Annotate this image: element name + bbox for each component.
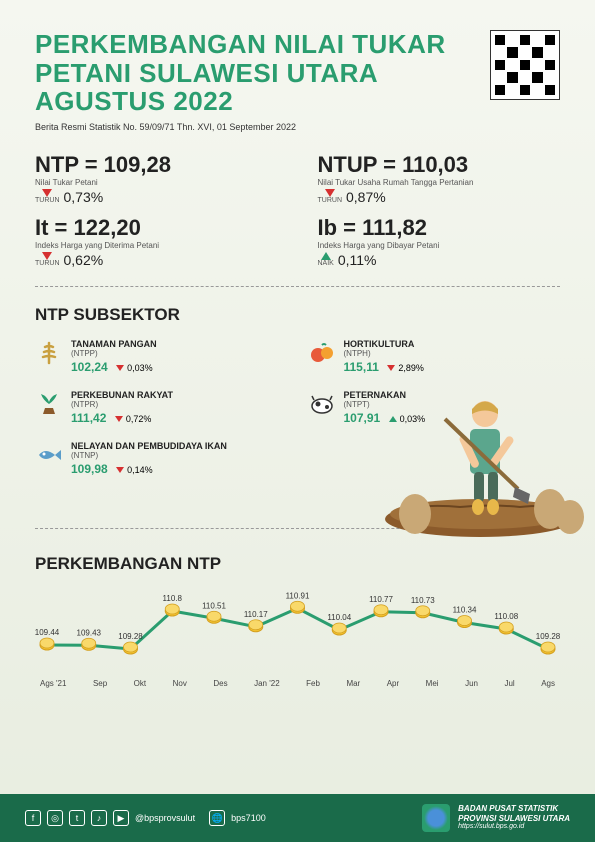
stat-value: NTP = 109,28 — [35, 152, 278, 178]
change-value: 0,62% — [64, 252, 104, 268]
footer: f ◎ t ♪ ▶ @bpsprovsulut 🌐 bps7100 BADAN … — [0, 794, 595, 842]
stat-desc: Indeks Harga yang Dibayar Petani — [318, 241, 561, 250]
instagram-icon: ◎ — [47, 810, 63, 826]
sub-change: 0,03% — [127, 363, 153, 373]
facebook-icon: f — [25, 810, 41, 826]
svg-text:110.77: 110.77 — [369, 595, 393, 604]
arrow-down-icon — [115, 416, 123, 422]
chart-x-label: Mei — [426, 679, 439, 688]
chart-x-label: Sep — [93, 679, 107, 688]
sub-code: (NTPR) — [71, 400, 173, 409]
stat-block: NTP = 109,28 Nilai Tukar Petani TURUN 0,… — [35, 152, 278, 205]
sub-name: TANAMAN PANGAN — [71, 339, 157, 349]
chart-x-label: Des — [213, 679, 227, 688]
header: PERKEMBANGAN NILAI TUKAR PETANI SULAWESI… — [35, 30, 560, 132]
twitter-icon: t — [69, 810, 85, 826]
svg-text:109.28: 109.28 — [118, 632, 143, 641]
stat-value: Ib = 111,82 — [318, 215, 561, 241]
youtube-icon: ▶ — [113, 810, 129, 826]
sub-code: (NTPH) — [344, 349, 424, 358]
subsector-item: PERKEBUNAN RAKYAT (NTPR) 111,42 0,72% — [35, 390, 288, 427]
plant-icon — [35, 390, 63, 418]
change-direction: NAIK — [318, 260, 334, 267]
wheat-icon — [35, 339, 63, 367]
stat-desc: Indeks Harga yang Diterima Petani — [35, 241, 278, 250]
chart-x-labels: Ags '21 Sep Okt Nov Des Jan '22 Feb Mar Apr Mei Ju… — [35, 679, 560, 688]
chart-x-label: Ags — [541, 679, 555, 688]
sub-value: 111,42 — [71, 411, 106, 425]
change-direction: TURUN — [318, 197, 343, 204]
sub-code: (NTNP) — [71, 451, 227, 460]
web-handle: bps7100 — [231, 813, 266, 823]
social-handle: @bpsprovsulut — [135, 813, 195, 823]
stat-block: NTUP = 110,03 Nilai Tukar Usaha Rumah Ta… — [318, 152, 561, 205]
subsector-section: NTP SUBSEKTOR — [35, 305, 560, 478]
arrow-up-icon — [321, 252, 331, 260]
qr-code-icon — [490, 30, 560, 100]
sub-value: 109,98 — [71, 462, 108, 476]
chart-title: PERKEMBANGAN NTP — [35, 554, 560, 574]
chart-x-label: Jan '22 — [254, 679, 280, 688]
svg-text:110.08: 110.08 — [494, 612, 518, 621]
headline-stats: NTP = 109,28 Nilai Tukar Petani TURUN 0,… — [35, 152, 560, 268]
sub-value: 102,24 — [71, 360, 108, 374]
chart-section: PERKEMBANGAN NTP 109.44 109.43 109.28 110.8… — [35, 554, 560, 699]
change-value: 0,11% — [338, 252, 377, 268]
chart-x-label: Okt — [134, 679, 146, 688]
subsector-title: NTP SUBSEKTOR — [35, 305, 560, 325]
web-icon: 🌐 — [209, 810, 225, 826]
arrow-down-icon — [116, 467, 124, 473]
chart-x-label: Feb — [306, 679, 320, 688]
chart-x-label: Jul — [504, 679, 514, 688]
arrow-down-icon — [116, 365, 124, 371]
sub-change: 0,14% — [127, 465, 153, 475]
line-chart: 109.44 109.43 109.28 110.8 110.51 110.17 110.9… — [35, 589, 560, 674]
bps-logo-icon — [422, 804, 450, 832]
svg-text:110.73: 110.73 — [411, 596, 435, 605]
svg-text:110.8: 110.8 — [163, 594, 183, 603]
change-direction: TURUN — [35, 197, 60, 204]
svg-text:109.28: 109.28 — [536, 632, 560, 641]
subsector-item: NELAYAN DAN PEMBUDIDAYA IKAN (NTNP) 109,… — [35, 441, 298, 478]
change-value: 0,73% — [64, 189, 104, 205]
svg-text:110.91: 110.91 — [286, 591, 310, 600]
sub-name: NELAYAN DAN PEMBUDIDAYA IKAN — [71, 441, 227, 451]
svg-text:109.43: 109.43 — [77, 628, 102, 637]
svg-text:110.17: 110.17 — [244, 610, 268, 619]
chart-x-label: Nov — [173, 679, 187, 688]
page-subtitle: Berita Resmi Statistik No. 59/09/71 Thn.… — [35, 122, 490, 132]
farmer-illustration — [370, 359, 590, 539]
fruit-icon — [308, 339, 336, 367]
chart-x-label: Jun — [465, 679, 478, 688]
stat-value: It = 122,20 — [35, 215, 278, 241]
sub-change: 0,72% — [126, 414, 152, 424]
divider — [35, 286, 560, 287]
stat-desc: Nilai Tukar Usaha Rumah Tangga Pertanian — [318, 178, 561, 187]
arrow-down-icon — [42, 252, 52, 260]
cow-icon — [308, 390, 336, 418]
svg-text:109.44: 109.44 — [35, 628, 60, 637]
svg-text:110.04: 110.04 — [327, 613, 351, 622]
sub-name: PERKEBUNAN RAKYAT — [71, 390, 173, 400]
stat-block: Ib = 111,82 Indeks Harga yang Dibayar Pe… — [318, 215, 561, 268]
svg-text:110.51: 110.51 — [202, 601, 226, 610]
sub-code: (NTPP) — [71, 349, 157, 358]
chart-x-label: Apr — [387, 679, 399, 688]
change-direction: TURUN — [35, 260, 60, 267]
chart-x-label: Mar — [346, 679, 360, 688]
subsector-item: TANAMAN PANGAN (NTPP) 102,24 0,03% — [35, 339, 288, 376]
page-title: PERKEMBANGAN NILAI TUKAR PETANI SULAWESI… — [35, 30, 490, 116]
org-name: BADAN PUSAT STATISTIK PROVINSI SULAWESI … — [458, 804, 570, 832]
arrow-down-icon — [42, 189, 52, 197]
sub-name: HORTIKULTURA — [344, 339, 424, 349]
change-value: 0,87% — [346, 189, 386, 205]
tiktok-icon: ♪ — [91, 810, 107, 826]
stat-block: It = 122,20 Indeks Harga yang Diterima P… — [35, 215, 278, 268]
stat-value: NTUP = 110,03 — [318, 152, 561, 178]
chart-x-label: Ags '21 — [40, 679, 66, 688]
arrow-down-icon — [325, 189, 335, 197]
fish-icon — [35, 441, 63, 469]
stat-desc: Nilai Tukar Petani — [35, 178, 278, 187]
svg-text:110.34: 110.34 — [453, 605, 477, 614]
